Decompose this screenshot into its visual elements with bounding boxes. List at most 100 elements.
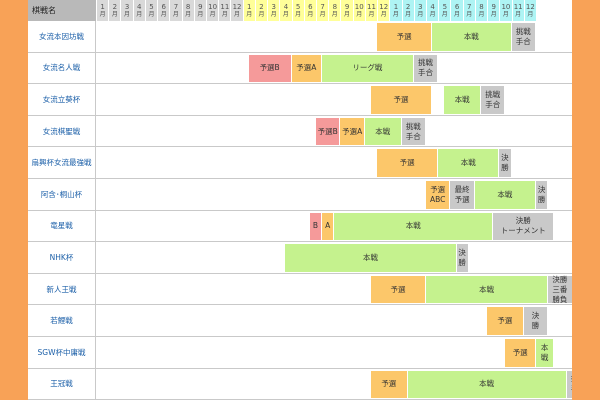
schedule-segment: A <box>322 212 335 241</box>
tournament-name[interactable]: 王冠戦 <box>28 368 96 400</box>
schedule-segment: 予選A <box>340 117 365 146</box>
month-number: 8 <box>185 2 191 11</box>
schedule-row <box>96 116 572 148</box>
tournament-name[interactable]: 女流棋聖戦 <box>28 115 96 148</box>
month-unit: 月 <box>344 10 351 18</box>
schedule-segment: 予選B <box>315 117 341 146</box>
schedule-segment: 決勝 <box>523 307 549 335</box>
month-number: 12 <box>379 2 389 11</box>
schedule-segment: 予選 <box>505 339 536 367</box>
month-unit: 月 <box>172 10 179 18</box>
tournament-name[interactable]: 女流立葵杯 <box>28 84 96 116</box>
month-unit: 月 <box>490 10 497 18</box>
tournament-name[interactable]: 女流名人戦 <box>28 52 96 85</box>
tournament-name[interactable]: SGW杯中庸戦 <box>28 337 96 369</box>
schedule-segment: 予選B <box>248 54 292 83</box>
month-unit: 月 <box>417 10 424 18</box>
month-number: 2 <box>259 2 264 11</box>
schedule-segment: 決勝 <box>499 149 512 177</box>
tournament-name[interactable]: 扇興杯女流最強戦 <box>28 147 96 179</box>
schedule-segment: 決勝 <box>456 244 469 272</box>
month-number: 4 <box>137 2 142 11</box>
month-unit: 月 <box>527 10 534 18</box>
schedule-segment: 本戦 <box>438 149 500 177</box>
tournament-name[interactable]: 若鯉戦 <box>28 305 96 337</box>
month-number: 9 <box>198 2 203 11</box>
schedule-segment: 本戦 <box>444 86 481 114</box>
month-number: 8 <box>479 2 484 11</box>
month-unit: 月 <box>502 10 509 18</box>
month-number: 11 <box>367 2 376 11</box>
month-number: 5 <box>149 2 154 11</box>
schedule-row <box>96 337 572 369</box>
schedule-segment: 本戦 <box>535 339 555 367</box>
month-unit: 月 <box>380 10 387 18</box>
schedule-segment: B <box>309 212 323 241</box>
month-unit: 月 <box>429 10 436 18</box>
schedule-segment: 予選 <box>370 275 426 304</box>
month-header: 10 月 <box>499 0 512 21</box>
month-number: 10 <box>208 2 218 11</box>
tournament-name[interactable]: 女流本因坊戦 <box>28 21 96 53</box>
month-number: 12 <box>525 2 535 11</box>
month-unit: 月 <box>136 10 143 18</box>
schedule-segment: 挑戦手合 <box>480 86 506 114</box>
tournament-name[interactable]: 阿含･桐山杯 <box>28 179 96 211</box>
month-unit: 月 <box>197 10 204 18</box>
schedule-segment: 本戦 <box>474 181 536 209</box>
month-number: 1 <box>247 2 252 11</box>
month-number: 2 <box>112 2 118 11</box>
month-unit: 月 <box>234 10 241 18</box>
schedule-segment: 挑戦手合 <box>413 54 439 83</box>
month-unit: 月 <box>454 10 461 18</box>
month-unit: 月 <box>270 10 277 18</box>
schedule-row <box>96 147 572 179</box>
month-header: 10 月 <box>352 0 365 21</box>
month-unit: 月 <box>356 10 363 18</box>
schedule-segment: 挑戦手合 <box>401 117 426 146</box>
month-unit: 月 <box>307 10 314 18</box>
month-unit: 月 <box>160 10 167 18</box>
month-number: 4 <box>283 2 289 11</box>
tournament-name[interactable]: NHK杯 <box>28 242 96 274</box>
month-number: 4 <box>430 2 435 11</box>
month-unit: 月 <box>478 10 485 18</box>
schedule-row <box>96 179 572 211</box>
tournament-name[interactable]: 竜星戦 <box>28 210 96 243</box>
schedule-segment: 本戦 <box>432 23 512 51</box>
month-number: 7 <box>173 2 179 11</box>
month-unit: 月 <box>111 10 118 18</box>
schedule-segment: 予選 <box>370 86 433 114</box>
month-unit: 月 <box>221 10 228 18</box>
schedule-segment: 予選A <box>291 54 323 83</box>
month-unit: 月 <box>99 10 106 18</box>
schedule-segment: 予選 <box>377 149 439 177</box>
month-header: 11 月 <box>364 0 378 21</box>
header-name-label: 棋戦名 <box>28 0 96 21</box>
month-unit: 月 <box>258 10 265 18</box>
month-number: 12 <box>232 2 242 11</box>
month-unit: 月 <box>185 10 192 18</box>
schedule-segment: 予選 ABC <box>425 181 451 209</box>
month-number: 6 <box>454 2 460 11</box>
month-unit: 月 <box>392 10 399 18</box>
schedule-segment: 決勝 <box>535 181 549 209</box>
month-header: 12 月 <box>523 0 536 21</box>
tournament-name[interactable]: 新人王戦 <box>28 273 96 306</box>
